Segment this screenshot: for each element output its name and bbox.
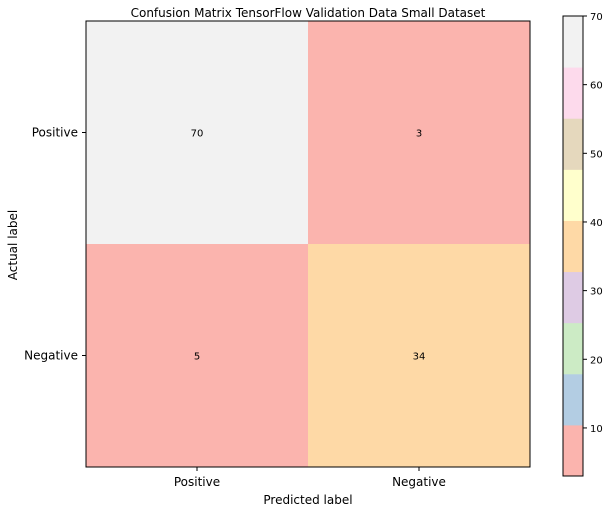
colorbar-segment: [563, 271, 583, 324]
heatmap-cell: [86, 244, 308, 467]
y-axis-ticks: Positive Negative: [24, 126, 86, 363]
x-tick-label: Positive: [174, 475, 220, 489]
colorbar-segment: [563, 220, 583, 273]
plot-frame: [85, 20, 531, 468]
cell-value-label: 5: [194, 352, 200, 363]
y-axis-label: Actual label: [6, 210, 20, 280]
colorbar-segment: [563, 424, 583, 477]
colorbar-segment: [563, 118, 583, 170]
heatmap-cell: [86, 21, 308, 244]
colorbar-segment: [563, 67, 583, 119]
colorbar-tick-label: 30: [590, 287, 603, 298]
cell-value-label: 34: [413, 352, 426, 363]
chart-title: Confusion Matrix TensorFlow Validation D…: [131, 6, 486, 20]
colorbar-tick-label: 50: [590, 149, 603, 160]
colorbar-tick-label: 60: [590, 81, 603, 92]
colorbar-segment: [563, 16, 583, 68]
colorbar-frame: [562, 15, 584, 477]
cell-value-label: 3: [416, 129, 422, 140]
colorbar-segment: [563, 169, 583, 221]
colorbar-tick-label: 10: [590, 424, 603, 435]
cell-value-label: 70: [191, 129, 204, 140]
heatmap-cell: [308, 21, 530, 244]
y-tick-label: Positive: [32, 126, 78, 140]
colorbar-tick-label: 40: [590, 218, 603, 229]
heatmap-cell: [308, 244, 530, 467]
x-axis-ticks: Positive Negative: [174, 467, 446, 489]
colorbar-segment: [563, 373, 583, 426]
colorbar-segment: [563, 322, 583, 375]
x-axis-label: Predicted label: [263, 493, 352, 507]
x-tick-label: Negative: [392, 475, 446, 489]
colorbar-tick-label: 20: [590, 355, 603, 366]
heatmap: 70 3 5 34: [85, 20, 531, 468]
colorbar: 10 20 30 40 50 60 70: [562, 12, 603, 477]
colorbar-tick-label: 70: [590, 12, 603, 23]
y-tick-label: Negative: [24, 349, 78, 363]
